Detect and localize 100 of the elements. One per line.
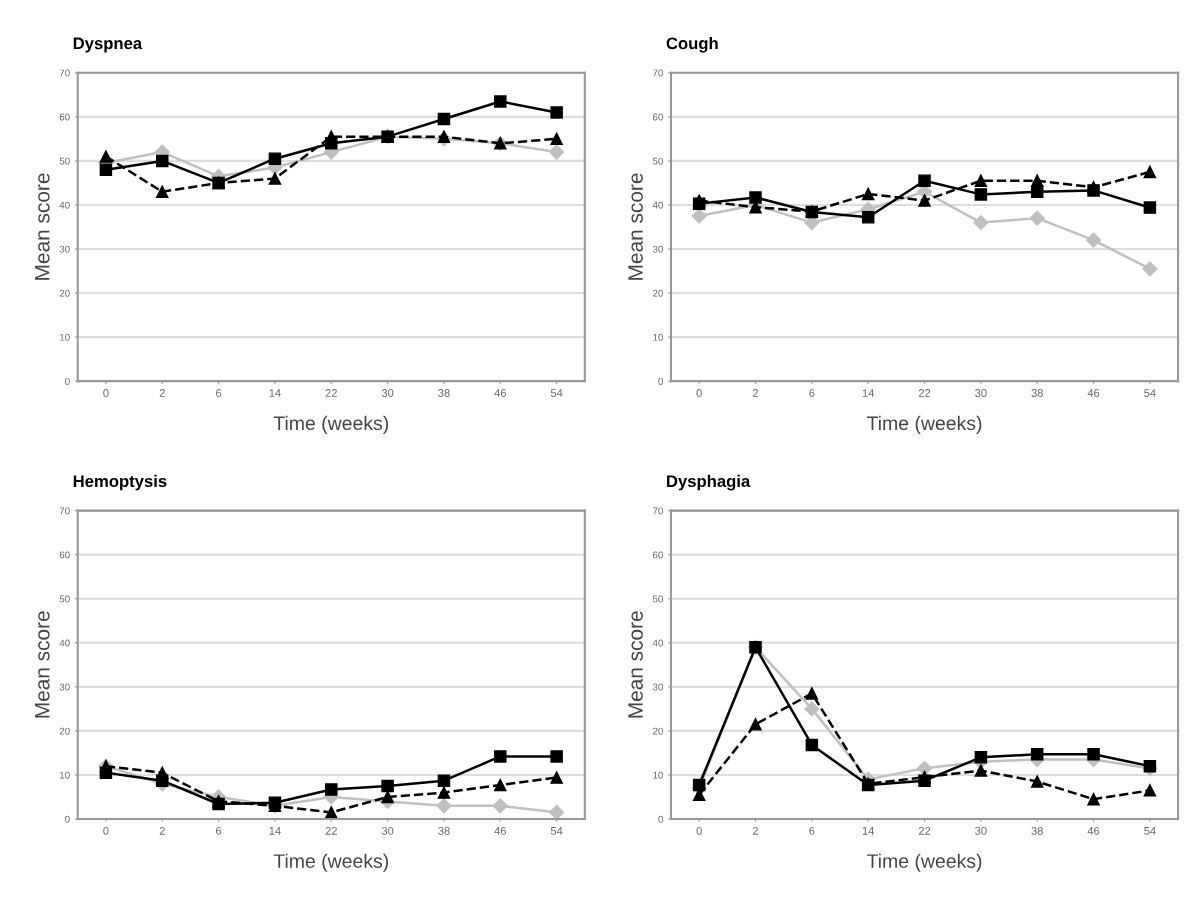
x-tick-label: 14 bbox=[862, 389, 875, 397]
point bbox=[1087, 792, 1100, 806]
point bbox=[381, 790, 394, 804]
point bbox=[918, 174, 931, 187]
chart-title: Dyspnea bbox=[73, 37, 143, 53]
y-axis-title: Mean score bbox=[35, 173, 50, 280]
x-tick-label: 22 bbox=[918, 826, 931, 835]
point bbox=[1087, 747, 1100, 761]
x-tick-label: 54 bbox=[550, 827, 563, 835]
y-tick-label: 60 bbox=[59, 551, 70, 559]
x-tick-label: 14 bbox=[862, 827, 875, 835]
y-tick-label: 20 bbox=[59, 727, 70, 735]
point bbox=[691, 208, 707, 224]
x-tick-label: 0 bbox=[696, 826, 702, 835]
point bbox=[325, 806, 338, 819]
y-tick-label: 0 bbox=[65, 377, 70, 385]
point bbox=[155, 154, 169, 168]
chart-title: Cough bbox=[666, 36, 718, 53]
point bbox=[861, 187, 875, 201]
x-tick-label: 0 bbox=[696, 389, 702, 397]
y-tick-label: 0 bbox=[65, 815, 70, 823]
point bbox=[437, 130, 451, 143]
point bbox=[804, 701, 820, 717]
point bbox=[268, 152, 282, 165]
x-tick-label: 22 bbox=[325, 389, 337, 397]
point bbox=[805, 687, 819, 700]
x-tick-label: 54 bbox=[1144, 389, 1156, 397]
y-tick-label: 50 bbox=[652, 595, 663, 603]
y-tick-label: 40 bbox=[652, 201, 663, 209]
x-tick-label: 6 bbox=[809, 826, 815, 835]
x-tick-label: 14 bbox=[269, 389, 281, 397]
point bbox=[1087, 184, 1100, 197]
x-tick-label: 38 bbox=[1031, 826, 1043, 835]
x-tick-label: 2 bbox=[752, 389, 759, 397]
point bbox=[437, 774, 451, 787]
x-tick-label: 38 bbox=[1031, 389, 1043, 397]
point bbox=[549, 804, 565, 819]
point bbox=[805, 738, 819, 752]
point bbox=[1030, 747, 1044, 761]
point bbox=[550, 106, 563, 119]
point bbox=[1143, 759, 1157, 773]
x-tick-label: 6 bbox=[216, 389, 222, 397]
y-tick-label: 50 bbox=[59, 595, 70, 603]
point bbox=[1030, 775, 1044, 788]
point bbox=[99, 766, 113, 779]
point bbox=[155, 774, 169, 787]
point bbox=[974, 174, 988, 187]
y-tick-label: 30 bbox=[652, 245, 663, 253]
point bbox=[155, 185, 169, 198]
point bbox=[974, 764, 988, 777]
y-tick-label: 10 bbox=[60, 771, 70, 779]
y-tick-label: 0 bbox=[658, 815, 663, 823]
y-tick-label: 40 bbox=[59, 639, 70, 647]
point bbox=[437, 112, 451, 126]
y-tick-label: 70 bbox=[59, 69, 70, 77]
chart-title: Hemoptysis bbox=[73, 474, 167, 491]
y-tick-label: 0 bbox=[658, 377, 663, 385]
point bbox=[550, 750, 563, 763]
x-tick-label: 0 bbox=[103, 826, 109, 835]
x-axis-title: Time (weeks) bbox=[273, 853, 389, 872]
x-tick-label: 30 bbox=[975, 389, 987, 397]
x-tick-label: 46 bbox=[494, 389, 506, 397]
point bbox=[1085, 232, 1102, 248]
y-tick-label: 20 bbox=[653, 727, 663, 735]
x-tick-label: 22 bbox=[325, 826, 337, 835]
point bbox=[1029, 210, 1045, 226]
point bbox=[494, 95, 507, 108]
y-tick-label: 10 bbox=[60, 333, 70, 341]
point bbox=[437, 786, 451, 799]
y-tick-label: 50 bbox=[652, 157, 663, 165]
point bbox=[1143, 165, 1157, 179]
x-axis-title: Time (weeks) bbox=[867, 853, 982, 872]
x-tick-label: 30 bbox=[381, 389, 394, 397]
point bbox=[918, 774, 931, 787]
point bbox=[99, 163, 113, 176]
x-tick-label: 2 bbox=[159, 389, 165, 397]
x-tick-label: 46 bbox=[494, 826, 506, 835]
x-tick-label: 38 bbox=[438, 389, 450, 397]
point bbox=[1142, 261, 1158, 277]
y-tick-label: 10 bbox=[653, 771, 663, 779]
y-tick-label: 20 bbox=[653, 289, 663, 297]
point bbox=[692, 197, 706, 210]
y-tick-label: 60 bbox=[653, 551, 663, 559]
x-tick-label: 46 bbox=[1087, 826, 1100, 835]
x-tick-label: 54 bbox=[550, 389, 563, 397]
y-tick-label: 50 bbox=[59, 157, 70, 165]
point bbox=[325, 137, 338, 150]
y-tick-label: 20 bbox=[59, 289, 70, 297]
point bbox=[99, 150, 113, 163]
point bbox=[749, 191, 762, 204]
y-tick-label: 30 bbox=[652, 683, 663, 691]
x-tick-label: 2 bbox=[159, 826, 165, 835]
x-axis-title: Time (weeks) bbox=[273, 415, 389, 434]
x-tick-label: 30 bbox=[381, 826, 394, 835]
point bbox=[436, 798, 452, 814]
y-axis-title: Mean score bbox=[628, 173, 643, 280]
y-tick-label: 30 bbox=[59, 683, 70, 691]
point bbox=[861, 211, 875, 224]
y-tick-label: 70 bbox=[59, 507, 70, 515]
x-axis-title: Time (weeks) bbox=[867, 415, 982, 434]
